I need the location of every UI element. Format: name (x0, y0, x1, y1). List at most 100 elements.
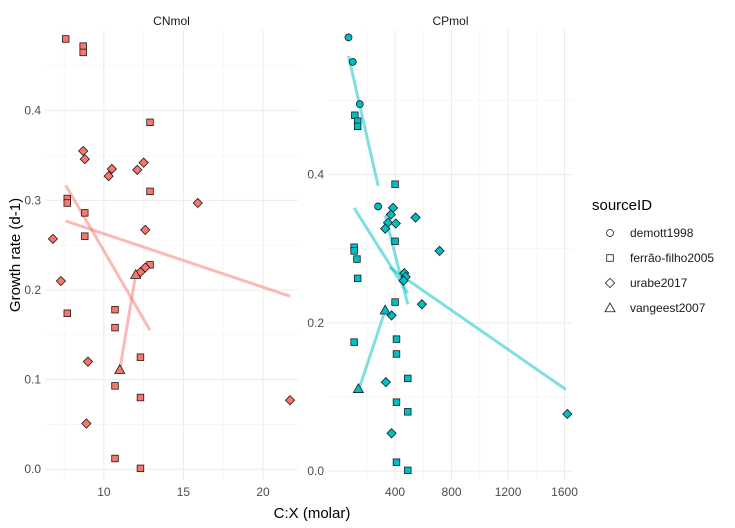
legend-key-square (606, 254, 614, 262)
x-axis-title: C:X (molar) (274, 505, 351, 522)
trend-line (347, 55, 380, 187)
data-point-square (79, 48, 87, 57)
data-point-square (353, 274, 362, 283)
data-point-diamond (103, 170, 114, 182)
y-tick-label: 0.2 (307, 316, 324, 330)
data-point-diamond (390, 218, 401, 229)
data-point-square (391, 180, 399, 188)
data-point-diamond (562, 408, 573, 420)
legend-label: demott1998 (630, 226, 694, 240)
data-point-square (79, 42, 87, 50)
data-point-diamond (106, 163, 117, 175)
data-point-diamond (55, 275, 67, 287)
legend-key-circle (606, 229, 614, 237)
data-point-square (353, 122, 362, 131)
data-point-diamond (132, 164, 143, 176)
trend-line (388, 265, 567, 391)
data-point-diamond (192, 197, 203, 209)
trend-line (64, 184, 152, 332)
data-point-diamond (78, 145, 89, 157)
data-point-square (146, 118, 154, 127)
legend-key-diamond (604, 277, 616, 289)
facet-label-CNmol: CNmol (153, 14, 190, 28)
data-point-diamond (380, 376, 392, 388)
data-point-circle (374, 202, 383, 211)
trend-line (65, 219, 291, 298)
data-point-square (353, 255, 361, 263)
data-point-square (404, 408, 412, 416)
data-point-square (392, 398, 401, 406)
data-point-square (111, 323, 119, 332)
data-point-square (392, 335, 401, 343)
y-tick-label: 0.0 (307, 464, 324, 478)
data-point-square (111, 454, 119, 463)
data-point-triangle (379, 304, 391, 315)
data-point-diamond (138, 157, 149, 168)
legend: sourceID demott1998 ferrão-filho2005 urabe… (592, 197, 714, 315)
x-tick-label: 1600 (551, 485, 578, 499)
x-tick-label: 800 (442, 485, 462, 499)
data-point-diamond (81, 418, 92, 429)
data-point-triangle (352, 383, 365, 393)
data-point-diamond (380, 223, 391, 234)
y-axis-title: Growth rate (d-1) (7, 198, 24, 312)
data-point-triangle (130, 268, 142, 279)
legend-label: ferrão-filho2005 (630, 251, 714, 265)
data-point-square (392, 458, 401, 466)
x-tick-label: 1200 (495, 485, 522, 499)
data-point-square (63, 309, 71, 317)
y-tick-label: 0.4 (24, 104, 41, 118)
legend-label: urabe2017 (630, 276, 688, 290)
y-tick-label: 0.4 (307, 168, 324, 182)
data-point-circle (344, 33, 353, 42)
data-point-square (404, 374, 412, 383)
x-tick-label: 20 (256, 485, 270, 499)
legend-title: sourceID (592, 197, 652, 214)
data-point-square (63, 199, 71, 207)
y-tick-label: 0.2 (24, 283, 41, 297)
panel-CNmol: 10 15 20 0.0 0.1 0.2 0.3 0.4 CNmol (24, 14, 298, 499)
data-point-triangle (114, 363, 126, 374)
panel-CPmol: 400 800 1200 1600 0.0 0.2 0.4 CPmol (307, 14, 578, 499)
data-point-diamond (140, 224, 151, 236)
data-point-circle (348, 57, 357, 66)
data-point-diamond (79, 153, 90, 165)
data-point-diamond (135, 266, 146, 278)
data-point-square (350, 247, 358, 255)
trend-line (383, 214, 410, 305)
data-point-square (81, 232, 89, 240)
facet-label-CPmol: CPmol (432, 14, 468, 28)
data-point-square (350, 338, 358, 346)
data-point-square (136, 393, 145, 402)
data-point-diamond (398, 275, 409, 286)
x-tick-label: 10 (97, 485, 111, 499)
x-tick-label: 15 (177, 485, 191, 499)
data-point-diamond (82, 356, 94, 367)
data-point-diamond (416, 299, 428, 310)
data-point-circle (355, 100, 364, 109)
legend-key-triangle (604, 302, 616, 313)
data-point-square (61, 35, 70, 43)
data-point-diamond (434, 245, 445, 257)
data-point-square (404, 466, 412, 475)
y-tick-label: 0.0 (24, 462, 41, 476)
data-point-diamond (410, 212, 421, 223)
data-point-diamond (47, 233, 59, 245)
data-point-square (146, 187, 154, 196)
legend-label: vangeest2007 (630, 301, 706, 315)
data-point-square (81, 209, 89, 217)
trend-line (356, 309, 387, 392)
data-point-square (111, 305, 119, 314)
data-point-diamond (386, 428, 397, 439)
y-tick-label: 0.3 (24, 193, 41, 207)
data-point-square (136, 464, 145, 473)
data-point-square (391, 298, 399, 306)
data-point-square (111, 382, 119, 390)
data-point-diamond (284, 395, 296, 406)
y-tick-label: 0.1 (24, 373, 41, 387)
data-point-square (136, 353, 145, 361)
data-point-square (391, 237, 399, 245)
trend-line (118, 274, 138, 370)
data-point-square (392, 350, 401, 358)
